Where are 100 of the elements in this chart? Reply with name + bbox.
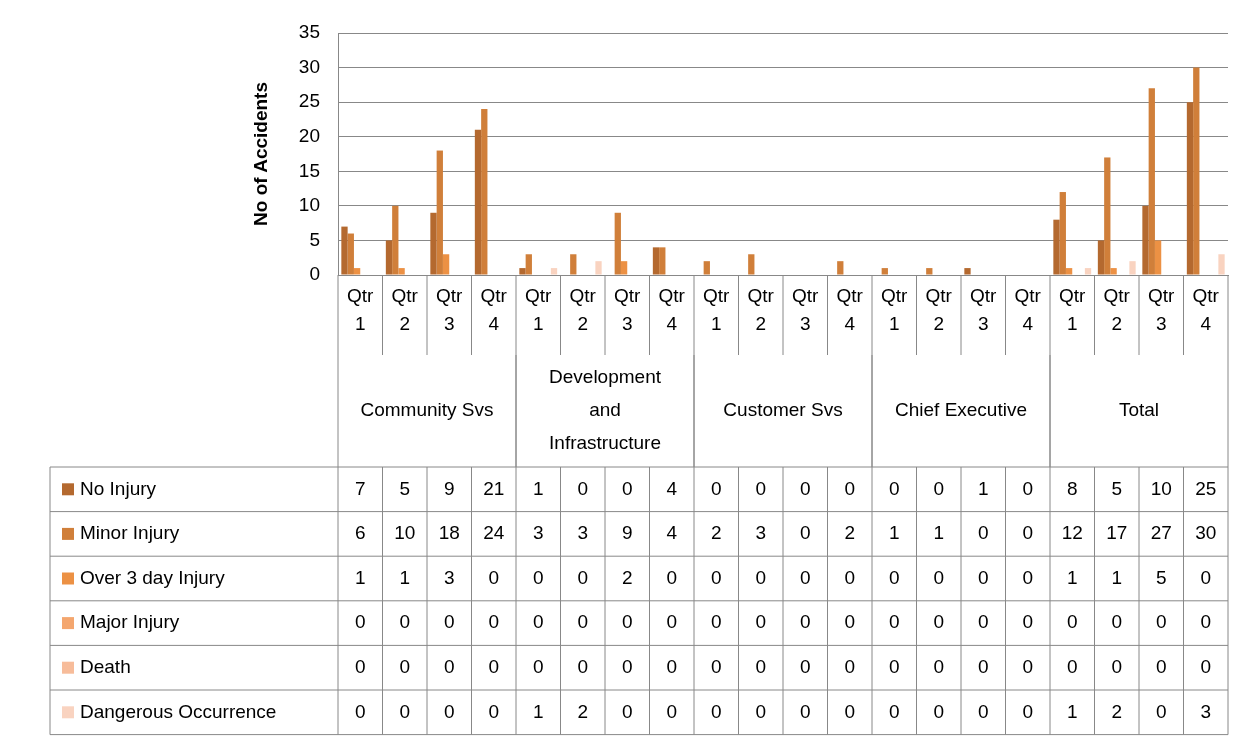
data-label: 1: [354, 566, 366, 588]
bar: [1110, 268, 1117, 275]
bar: [430, 212, 437, 275]
y-tick-label: 10: [298, 194, 320, 216]
data-label: 0: [1022, 700, 1034, 722]
data-label: 30: [1195, 522, 1217, 544]
data-label: 0: [1111, 611, 1123, 633]
data-label: 0: [532, 611, 544, 633]
data-label: 0: [799, 566, 811, 588]
data-label: 4: [666, 477, 678, 499]
data-label: 0: [621, 611, 633, 633]
data-label: 0: [799, 655, 811, 677]
data-label: 0: [1200, 566, 1212, 588]
data-label: 0: [1022, 611, 1034, 633]
data-label: 0: [710, 655, 722, 677]
data-label: 0: [977, 611, 989, 633]
data-label: 3: [577, 522, 589, 544]
bar: [341, 226, 348, 275]
data-label: 0: [621, 700, 633, 722]
x-tick-label: Qtr 2: [391, 285, 419, 335]
data-label: 0: [710, 611, 722, 633]
bar: [1097, 240, 1105, 275]
data-label: 2: [710, 522, 722, 544]
data-label: 0: [1200, 611, 1212, 633]
data-label: 0: [1155, 611, 1167, 633]
data-label: 0: [1155, 655, 1167, 677]
data-label: 5: [399, 477, 411, 499]
data-label: 0: [933, 566, 945, 588]
data-label: 0: [933, 611, 945, 633]
bar: [748, 254, 755, 275]
bar: [436, 150, 443, 275]
data-label: 2: [1111, 700, 1123, 722]
y-tick-label: 5: [309, 228, 320, 250]
legend-label: Major Injury: [80, 611, 180, 633]
bar: [1218, 254, 1225, 275]
bar: [881, 268, 888, 275]
data-label: 0: [977, 566, 989, 588]
bar: [550, 268, 558, 275]
x-tick-label: Qtr 1: [703, 285, 731, 335]
bar: [620, 261, 628, 275]
data-label: 0: [799, 700, 811, 722]
data-label: 0: [844, 477, 856, 499]
bar: [1084, 268, 1092, 275]
data-label: 25: [1195, 477, 1217, 499]
data-label: 0: [710, 477, 722, 499]
data-label: 10: [1150, 477, 1172, 499]
bar: [398, 268, 405, 275]
data-label: 0: [755, 477, 767, 499]
data-label: 0: [666, 655, 678, 677]
data-label: 0: [799, 477, 811, 499]
data-label: 0: [888, 700, 900, 722]
text: Total: [1118, 399, 1160, 421]
x-tick-label: Qtr 4: [1014, 285, 1042, 335]
data-label: 5: [1111, 477, 1123, 499]
data-label: 3: [443, 566, 455, 588]
data-label: 0: [354, 700, 366, 722]
bar: [385, 240, 393, 275]
bar: [659, 247, 666, 275]
data-label: 0: [755, 611, 767, 633]
bar: [525, 254, 532, 275]
data-label: 0: [799, 522, 811, 544]
data-label: 0: [755, 566, 767, 588]
data-label: 0: [577, 611, 589, 633]
data-label: 0: [488, 700, 500, 722]
data-label: 0: [1022, 477, 1034, 499]
data-label: 0: [844, 611, 856, 633]
data-label: 0: [933, 477, 945, 499]
bar: [652, 247, 660, 275]
data-label: 6: [354, 522, 366, 544]
data-label: 0: [888, 655, 900, 677]
data-label: 0: [532, 566, 544, 588]
data-label: 0: [799, 611, 811, 633]
x-tick-label: Qtr 2: [925, 285, 953, 335]
data-label: 1: [1066, 700, 1078, 722]
legend-label: Dangerous Occurrence: [80, 700, 277, 722]
data-label: 0: [488, 655, 500, 677]
data-label: 0: [888, 611, 900, 633]
bar: [964, 268, 971, 275]
bar: [347, 233, 354, 275]
x-tick-label: Qtr 3: [1148, 285, 1176, 335]
data-label: 2: [577, 700, 589, 722]
bar: [1148, 88, 1155, 275]
data-label: 0: [977, 522, 989, 544]
data-label: 0: [977, 700, 989, 722]
bar: [392, 205, 399, 275]
data-label: 0: [443, 655, 455, 677]
y-tick-label: 15: [298, 159, 320, 181]
y-tick-label: 0: [309, 263, 320, 285]
data-label: 17: [1106, 522, 1128, 544]
data-label: 0: [443, 700, 455, 722]
text: Customer Svs: [723, 399, 843, 421]
data-label: 1: [532, 477, 544, 499]
x-tick-label: Qtr 3: [614, 285, 642, 335]
data-label: 0: [710, 566, 722, 588]
bar: [703, 261, 710, 275]
x-tick-label: Qtr 1: [347, 285, 375, 335]
data-label: 2: [844, 522, 856, 544]
bar: [1059, 192, 1066, 275]
data-label: 9: [443, 477, 455, 499]
data-label: 3: [1200, 700, 1212, 722]
